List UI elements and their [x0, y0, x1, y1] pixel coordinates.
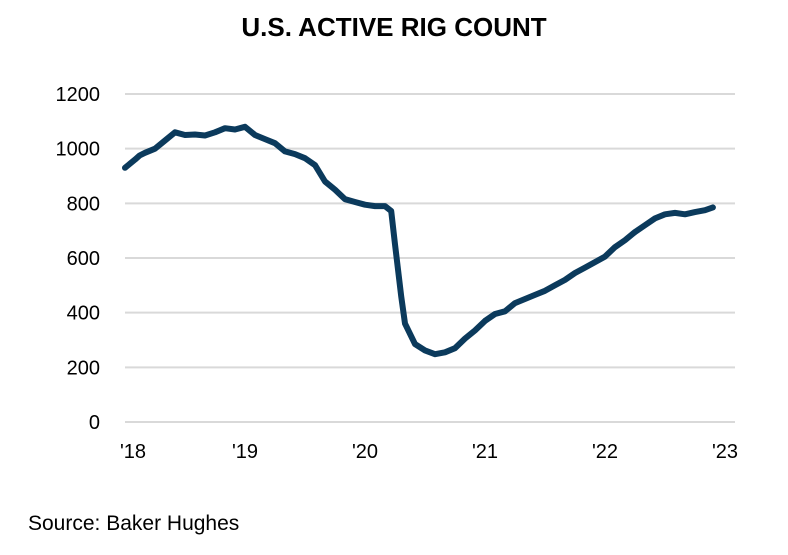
- x-tick-label: '19: [232, 441, 258, 463]
- chart-title: U.S. ACTIVE RIG COUNT: [241, 12, 547, 42]
- y-tick-label: 800: [67, 193, 100, 215]
- x-tick-label: '20: [352, 441, 378, 463]
- y-tick-label: 0: [89, 412, 100, 434]
- y-tick-label: 1200: [56, 84, 101, 106]
- y-tick-label: 200: [67, 357, 100, 379]
- x-tick-label: '22: [592, 441, 618, 463]
- x-tick-label: '21: [472, 441, 498, 463]
- series-line: [122, 123, 716, 358]
- y-tick-label: 400: [67, 303, 100, 325]
- x-tick-label: '18: [120, 441, 146, 463]
- y-tick-label: 1000: [56, 139, 101, 161]
- x-tick-label: '23: [712, 441, 738, 463]
- source-note: Source: Baker Hughes: [28, 512, 240, 535]
- y-tick-label: 600: [67, 248, 100, 270]
